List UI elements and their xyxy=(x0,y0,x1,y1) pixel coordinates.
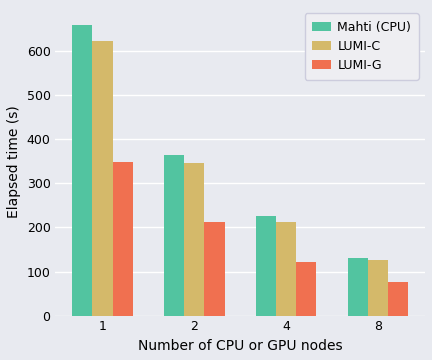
Bar xyxy=(204,222,225,316)
Bar xyxy=(296,262,316,316)
Bar xyxy=(184,163,204,316)
Legend: Mahti (CPU), LUMI-C, LUMI-G: Mahti (CPU), LUMI-C, LUMI-G xyxy=(305,13,419,80)
Bar xyxy=(164,155,184,316)
Bar xyxy=(348,258,368,316)
Bar xyxy=(388,282,408,316)
Bar xyxy=(368,260,388,316)
Bar xyxy=(113,162,133,316)
Bar xyxy=(276,222,296,316)
Bar xyxy=(92,41,113,316)
Y-axis label: Elapsed time (s): Elapsed time (s) xyxy=(7,105,21,218)
Bar xyxy=(72,24,92,316)
Bar xyxy=(256,216,276,316)
X-axis label: Number of CPU or GPU nodes: Number of CPU or GPU nodes xyxy=(138,339,343,353)
